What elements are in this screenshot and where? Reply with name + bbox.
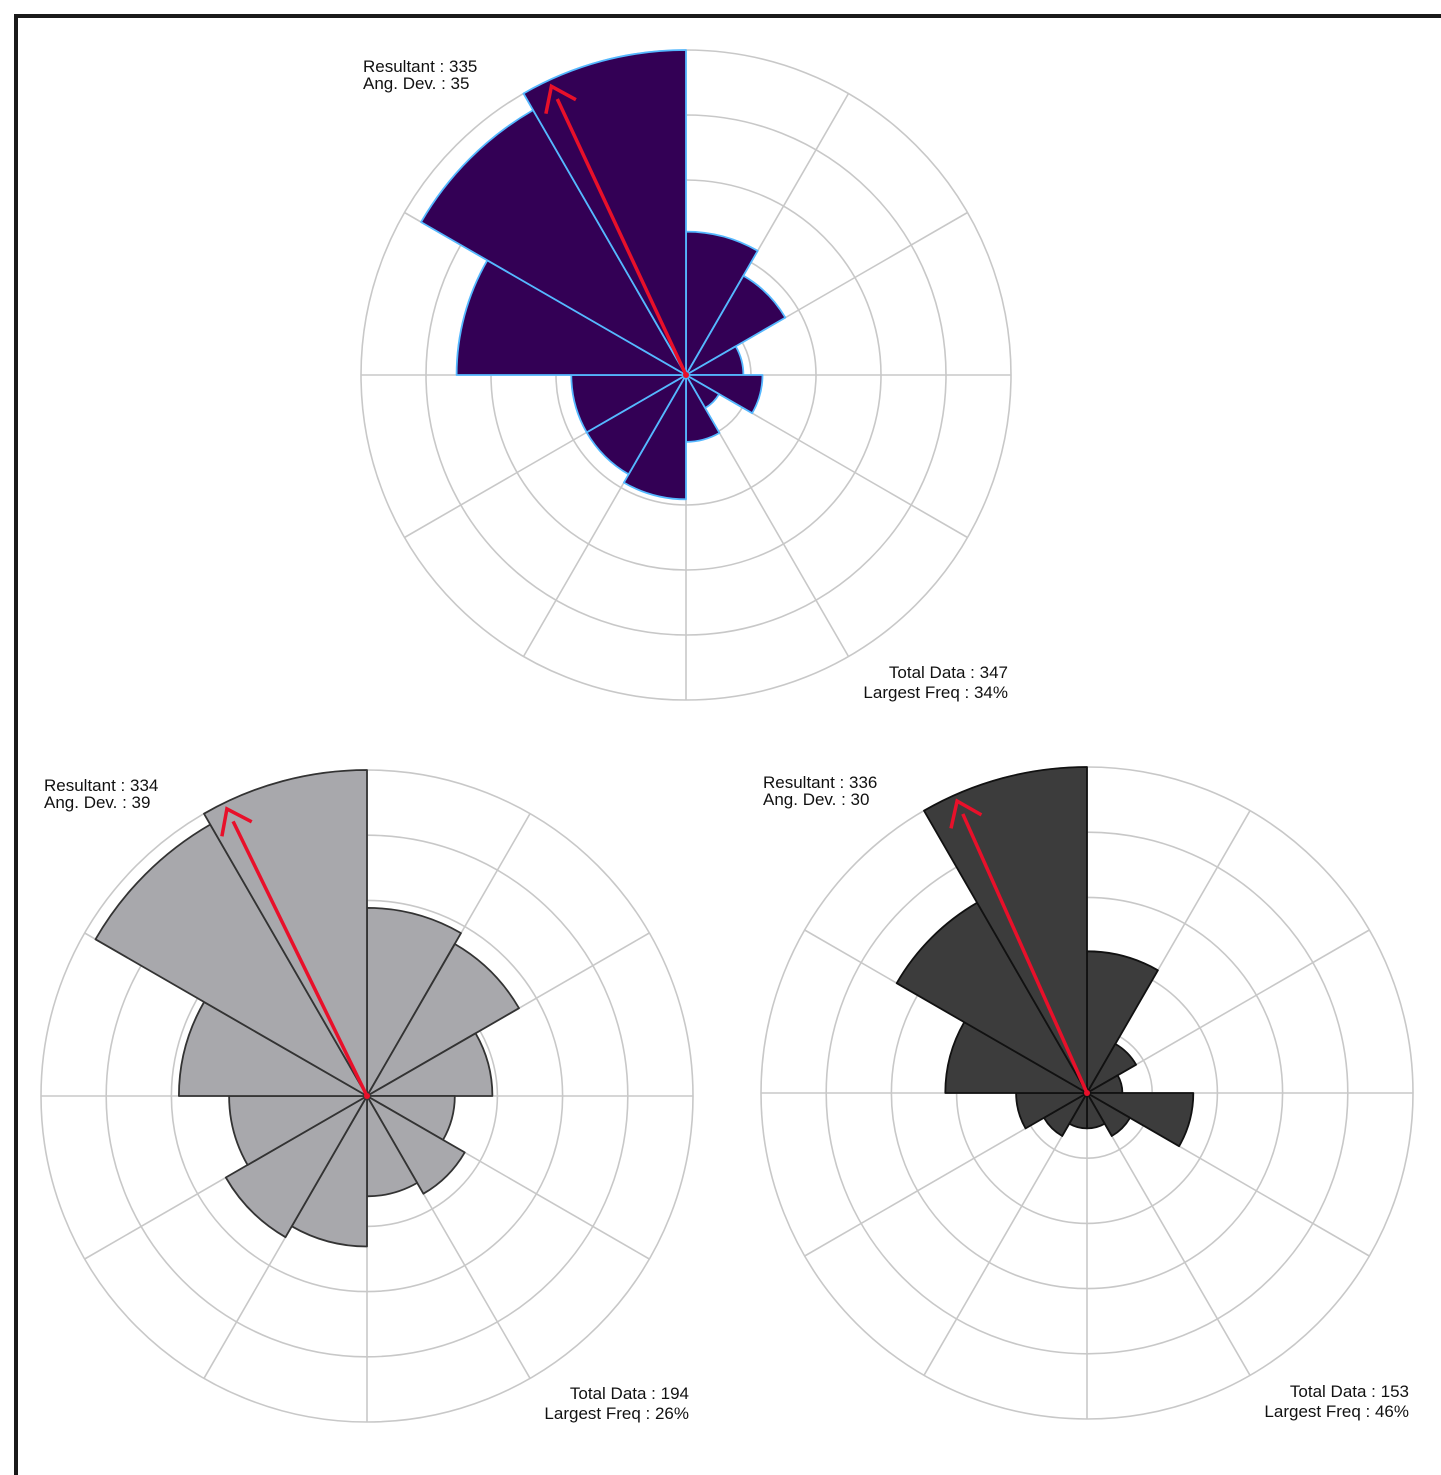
grid-spoke xyxy=(923,1092,1088,1376)
ang-dev-label: Ang. Dev. : 35 xyxy=(363,74,469,93)
ang-dev-label: Ang. Dev. : 39 xyxy=(44,793,150,812)
petal-30 xyxy=(366,943,520,1097)
resultant-arrow xyxy=(949,798,1090,1096)
center-point xyxy=(683,372,689,378)
petal-30 xyxy=(685,274,787,376)
grid-spoke xyxy=(1086,1092,1251,1376)
petals xyxy=(420,49,787,501)
rose-diagram-bottom-right: Resultant : 336 Ang. Dev. : 30 Total Dat… xyxy=(760,766,1414,1421)
petal-210 xyxy=(224,1095,368,1239)
resultant-arrow-shaft xyxy=(555,98,688,376)
center-point xyxy=(1084,1090,1090,1096)
petal-300 xyxy=(895,901,1088,1094)
petal-90 xyxy=(685,374,764,415)
petal-270 xyxy=(455,259,687,376)
petals xyxy=(895,766,1195,1148)
petal-60 xyxy=(366,1032,494,1097)
petal-30 xyxy=(1086,1043,1137,1094)
petals xyxy=(94,769,520,1248)
resultant-arrow-head xyxy=(544,83,577,115)
resultant-arrow-shaft xyxy=(231,820,369,1097)
petal-300 xyxy=(94,823,368,1097)
petal-180 xyxy=(623,374,687,501)
petal-90 xyxy=(1086,1092,1195,1148)
rose-diagram-top: Resultant : 335 Ang. Dev. : 35 Total Dat… xyxy=(360,49,1012,702)
center-point xyxy=(364,1093,370,1099)
ang-dev-label: Ang. Dev. : 30 xyxy=(763,790,869,809)
total-data-label: Total Data : 194 xyxy=(570,1384,689,1403)
largest-freq-label: Largest Freq : 46% xyxy=(1264,1402,1409,1421)
petal-270 xyxy=(178,1001,368,1097)
resultant-arrow-shaft xyxy=(961,813,1089,1094)
largest-freq-label: Largest Freq : 34% xyxy=(863,683,1008,702)
petal-0 xyxy=(366,907,462,1097)
rose-diagram-bottom-left: Resultant : 334 Ang. Dev. : 39 Total Dat… xyxy=(40,769,694,1423)
resultant-arrow xyxy=(544,83,689,378)
resultant-arrow-head xyxy=(220,806,253,837)
resultant-arrow xyxy=(220,806,370,1099)
petal-330 xyxy=(522,49,687,376)
resultant-label: Resultant : 334 xyxy=(44,776,158,795)
largest-freq-label: Largest Freq : 26% xyxy=(544,1404,689,1423)
figure-frame xyxy=(14,14,1441,1475)
petal-120 xyxy=(366,1095,466,1195)
total-data-label: Total Data : 153 xyxy=(1290,1382,1409,1401)
petal-120 xyxy=(1086,1092,1131,1137)
resultant-label: Resultant : 336 xyxy=(763,773,877,792)
resultant-label: Resultant : 335 xyxy=(363,57,477,76)
resultant-arrow-head xyxy=(949,798,983,829)
petal-330 xyxy=(923,766,1088,1094)
total-data-label: Total Data : 347 xyxy=(889,663,1008,682)
petal-300 xyxy=(420,109,687,376)
